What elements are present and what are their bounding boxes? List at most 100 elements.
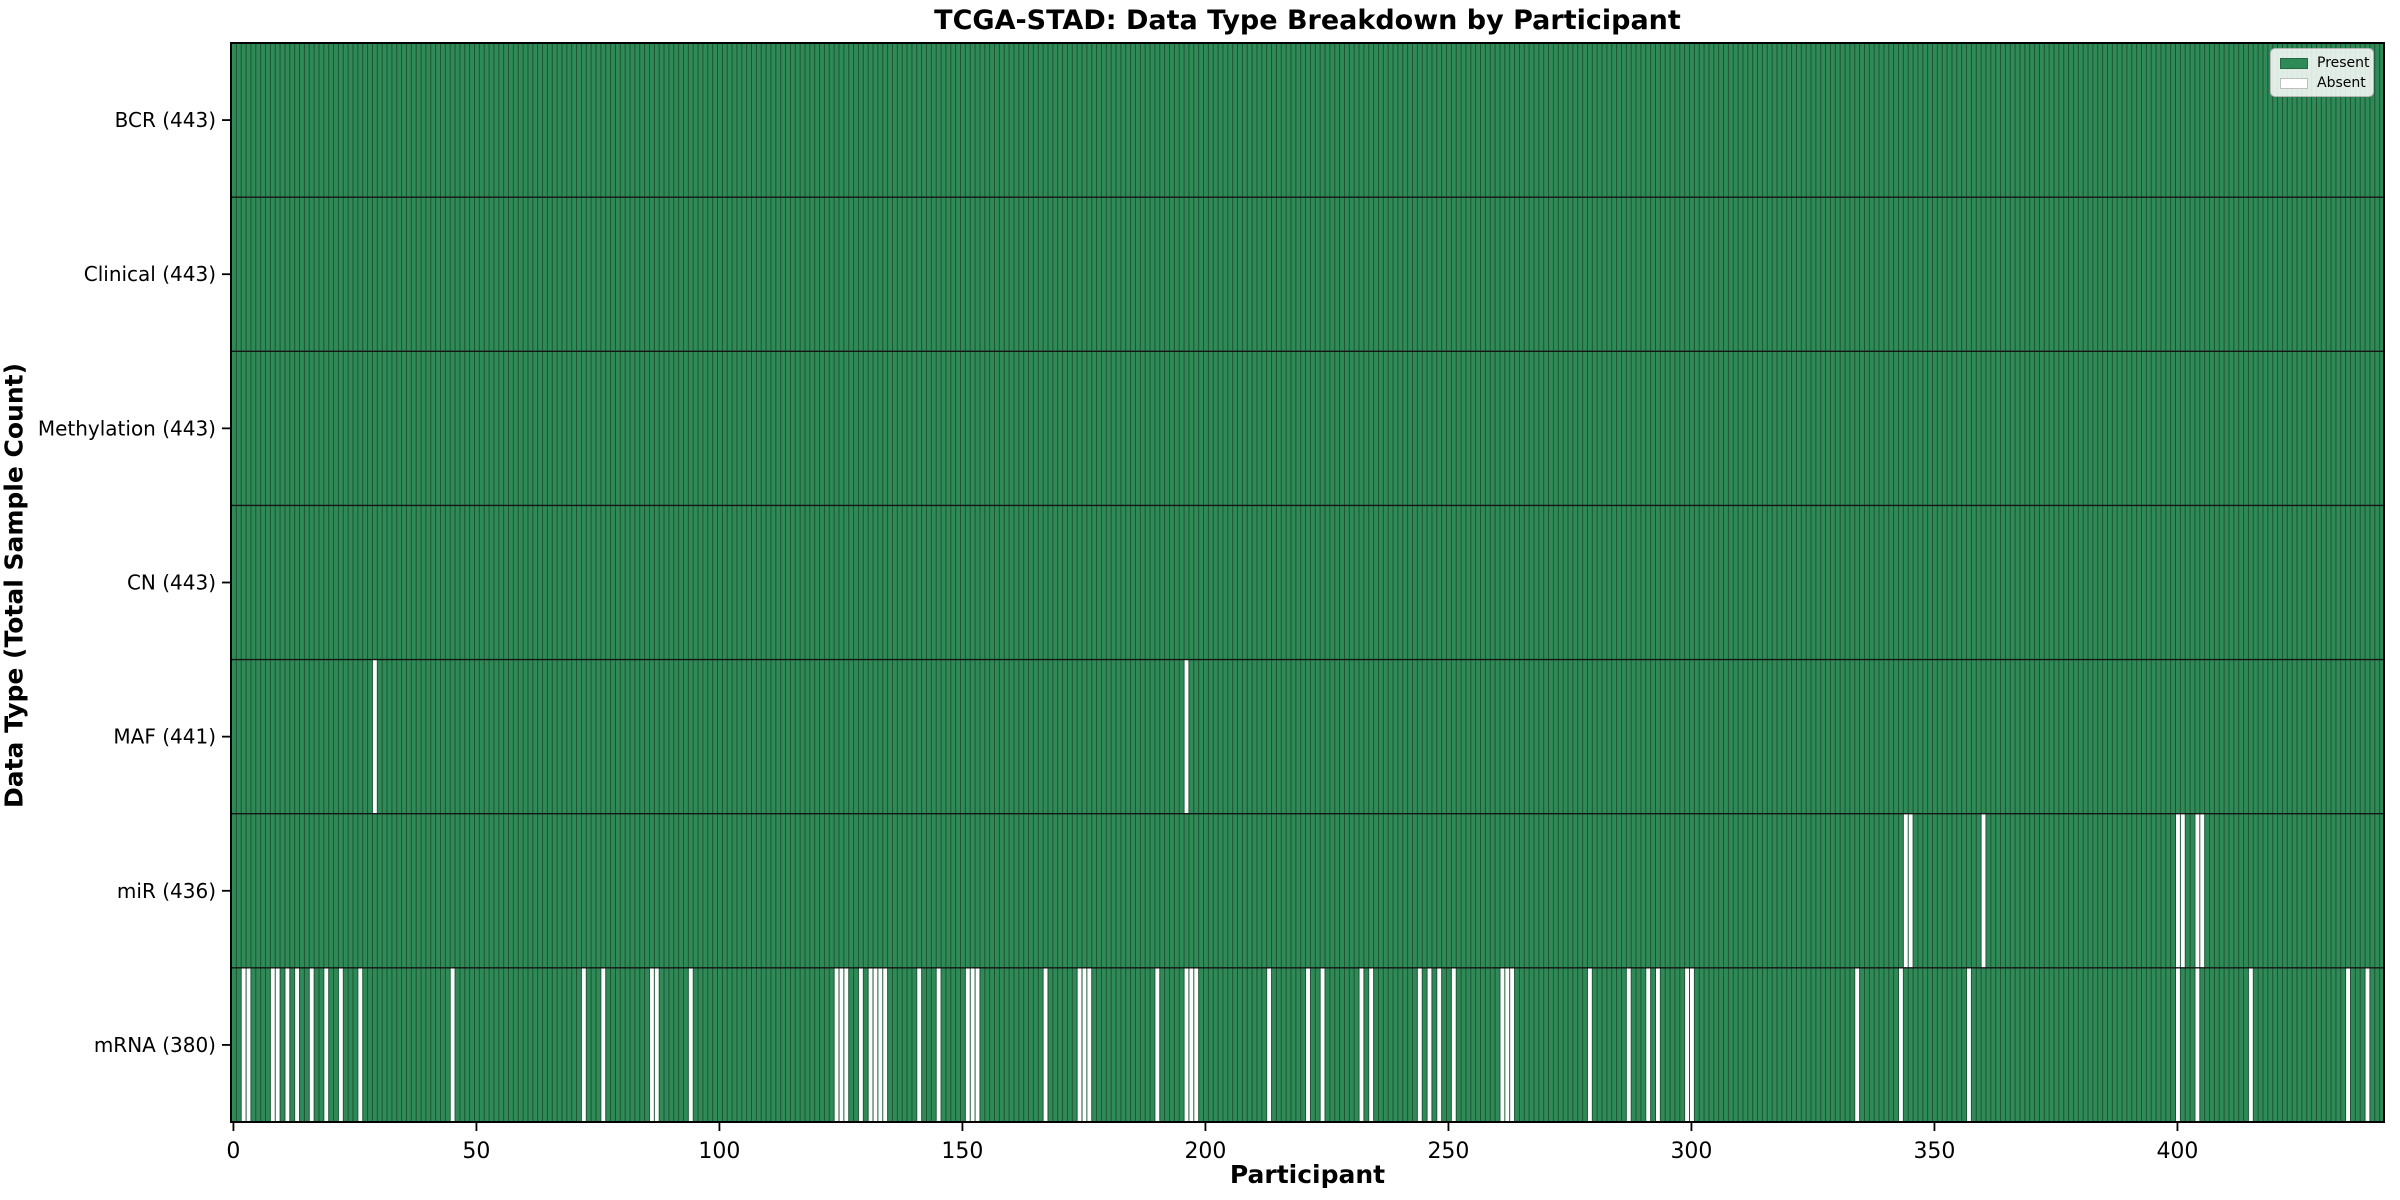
heatmap-cell-absent-mRNA-262 bbox=[1505, 967, 1510, 1122]
heatmap-cell-absent-mRNA-224 bbox=[1320, 967, 1325, 1122]
heatmap-cell-absent-mRNA-299 bbox=[1685, 967, 1690, 1122]
chart-title: TCGA-STAD: Data Type Breakdown by Partic… bbox=[934, 5, 1681, 36]
heatmap-cell-absent-mRNA-45 bbox=[450, 967, 455, 1122]
x-tick-label: 250 bbox=[1427, 1139, 1469, 1164]
heatmap-present-field bbox=[231, 43, 2384, 1122]
y-tick-label-miR: miR (436) bbox=[117, 879, 216, 903]
heatmap-cell-absent-mRNA-76 bbox=[601, 967, 606, 1122]
x-tick-label: 350 bbox=[1913, 1139, 1955, 1164]
heatmap-cell-absent-mRNA-131 bbox=[868, 967, 873, 1122]
heatmap-cell-absent-mRNA-167 bbox=[1043, 967, 1048, 1122]
heatmap-cell-absent-mRNA-2 bbox=[241, 967, 246, 1122]
legend-entry-absent: Absent bbox=[2280, 75, 2366, 91]
legend-label-absent: Absent bbox=[2317, 75, 2366, 91]
heatmap-cell-absent-mRNA-13 bbox=[295, 967, 300, 1122]
heatmap-cell-absent-miR-405 bbox=[2200, 813, 2205, 968]
heatmap-cell-absent-mRNA-190 bbox=[1155, 967, 1160, 1122]
heatmap-cell-absent-mRNA-125 bbox=[839, 967, 844, 1122]
heatmap-cell-absent-mRNA-246 bbox=[1427, 967, 1432, 1122]
heatmap-cell-absent-mRNA-197 bbox=[1189, 967, 1194, 1122]
x-tick-label: 50 bbox=[462, 1139, 490, 1164]
heatmap-cell-absent-MAF-29 bbox=[372, 659, 377, 814]
y-tick-label-Clinical: Clinical (443) bbox=[84, 262, 216, 286]
heatmap-cell-absent-MAF-196 bbox=[1184, 659, 1189, 814]
heatmap-cell-absent-mRNA-134 bbox=[883, 967, 888, 1122]
heatmap-cell-absent-mRNA-72 bbox=[581, 967, 586, 1122]
heatmap-cell-absent-mRNA-198 bbox=[1194, 967, 1199, 1122]
heatmap-cell-absent-miR-360 bbox=[1981, 813, 1986, 968]
y-tick-label-mRNA: mRNA (380) bbox=[94, 1033, 216, 1057]
heatmap-cell-absent-mRNA-87 bbox=[654, 967, 659, 1122]
heatmap-cell-absent-mRNA-141 bbox=[917, 967, 922, 1122]
legend: Present Absent bbox=[2270, 48, 2374, 97]
heatmap-cell-absent-mRNA-86 bbox=[649, 967, 654, 1122]
heatmap-cell-absent-mRNA-221 bbox=[1306, 967, 1310, 1122]
heatmap-cell-absent-mRNA-9 bbox=[275, 967, 280, 1122]
heatmap-cell-absent-mRNA-126 bbox=[844, 967, 849, 1122]
x-tick-label: 300 bbox=[1670, 1139, 1712, 1164]
heatmap-cell-absent-mRNA-263 bbox=[1510, 967, 1515, 1122]
heatmap-cell-absent-mRNA-26 bbox=[358, 967, 363, 1122]
heatmap-cell-absent-mRNA-133 bbox=[878, 967, 883, 1122]
heatmap-cell-absent-mRNA-22 bbox=[338, 967, 343, 1122]
heatmap-cell-absent-mRNA-175 bbox=[1082, 967, 1087, 1122]
heatmap-cell-absent-mRNA-415 bbox=[2248, 967, 2253, 1122]
heatmap-cell-absent-mRNA-3 bbox=[246, 967, 251, 1122]
y-tick-label-BCR: BCR (443) bbox=[115, 108, 216, 132]
heatmap-cell-absent-mRNA-261 bbox=[1500, 967, 1505, 1122]
y-tick-label-CN: CN (443) bbox=[127, 571, 216, 595]
heatmap-cell-absent-mRNA-152 bbox=[970, 967, 975, 1122]
y-tick-label-MAF: MAF (441) bbox=[113, 725, 216, 749]
heatmap-cell-absent-mRNA-174 bbox=[1077, 967, 1082, 1122]
heatmap-cell-absent-mRNA-404 bbox=[2195, 967, 2200, 1122]
heatmap-cell-absent-miR-344 bbox=[1903, 813, 1908, 968]
heatmap-cell-absent-mRNA-8 bbox=[270, 967, 275, 1122]
heatmap-cell-absent-mRNA-19 bbox=[324, 967, 329, 1122]
y-axis-title: Data Type (Total Sample Count) bbox=[0, 362, 29, 809]
x-tick-label: 200 bbox=[1184, 1139, 1226, 1164]
heatmap-cell-absent-mRNA-343 bbox=[1898, 967, 1903, 1122]
heatmap-cell-absent-mRNA-94 bbox=[688, 967, 693, 1122]
heatmap-cell-absent-mRNA-11 bbox=[285, 967, 290, 1122]
heatmap-cell-absent-mRNA-400 bbox=[2176, 967, 2180, 1122]
present-swatch-icon bbox=[2280, 57, 2308, 69]
heatmap-cell-absent-mRNA-234 bbox=[1369, 967, 1374, 1122]
heatmap-cell-absent-mRNA-132 bbox=[873, 967, 878, 1122]
heatmap-cell-absent-mRNA-248 bbox=[1437, 967, 1442, 1122]
heatmap-cell-absent-miR-400 bbox=[2176, 813, 2180, 968]
heatmap-cell-absent-mRNA-232 bbox=[1359, 967, 1364, 1122]
heatmap-cell-absent-mRNA-287 bbox=[1626, 967, 1631, 1122]
heatmap-cell-absent-miR-401 bbox=[2180, 813, 2185, 968]
heatmap-cell-absent-mRNA-196 bbox=[1184, 967, 1189, 1122]
heatmap-cell-absent-miR-404 bbox=[2195, 813, 2200, 968]
heatmap-cell-absent-mRNA-16 bbox=[309, 967, 314, 1122]
heatmap-cell-absent-mRNA-244 bbox=[1417, 967, 1422, 1122]
x-tick-label: 100 bbox=[698, 1139, 740, 1164]
heatmap-cell-absent-mRNA-435 bbox=[2346, 967, 2350, 1122]
heatmap-cell-absent-mRNA-357 bbox=[1967, 967, 1971, 1122]
heatmap-cell-absent-mRNA-300 bbox=[1690, 967, 1694, 1122]
x-tick-label: 0 bbox=[226, 1139, 240, 1164]
heatmap-cell-absent-mRNA-145 bbox=[936, 967, 941, 1122]
heatmap-cell-absent-mRNA-129 bbox=[858, 967, 863, 1122]
legend-label-present: Present bbox=[2317, 55, 2370, 71]
heatmap-cell-absent-miR-345 bbox=[1908, 813, 1913, 968]
heatmap-cell-absent-mRNA-439 bbox=[2365, 967, 2370, 1122]
heatmap-cell-absent-mRNA-176 bbox=[1087, 967, 1092, 1122]
heatmap-cell-absent-mRNA-124 bbox=[834, 967, 839, 1122]
x-axis-title: Participant bbox=[1229, 1160, 1386, 1189]
heatmap-cell-absent-mRNA-251 bbox=[1451, 967, 1456, 1122]
heatmap-cell-absent-mRNA-291 bbox=[1646, 967, 1651, 1122]
y-tick-label-Methylation: Methylation (443) bbox=[38, 416, 216, 440]
heatmap-cell-absent-mRNA-279 bbox=[1587, 967, 1592, 1122]
heatmap-cell-absent-mRNA-213 bbox=[1267, 967, 1272, 1122]
absent-swatch-icon bbox=[2280, 77, 2308, 89]
x-tick-label: 150 bbox=[941, 1139, 983, 1164]
heatmap-cell-absent-mRNA-334 bbox=[1855, 967, 1860, 1122]
legend-entry-present: Present bbox=[2280, 56, 2370, 70]
heatmap-cell-absent-mRNA-151 bbox=[965, 967, 970, 1122]
heatmap-cell-absent-mRNA-293 bbox=[1655, 967, 1660, 1122]
x-tick-label: 400 bbox=[2156, 1139, 2198, 1164]
